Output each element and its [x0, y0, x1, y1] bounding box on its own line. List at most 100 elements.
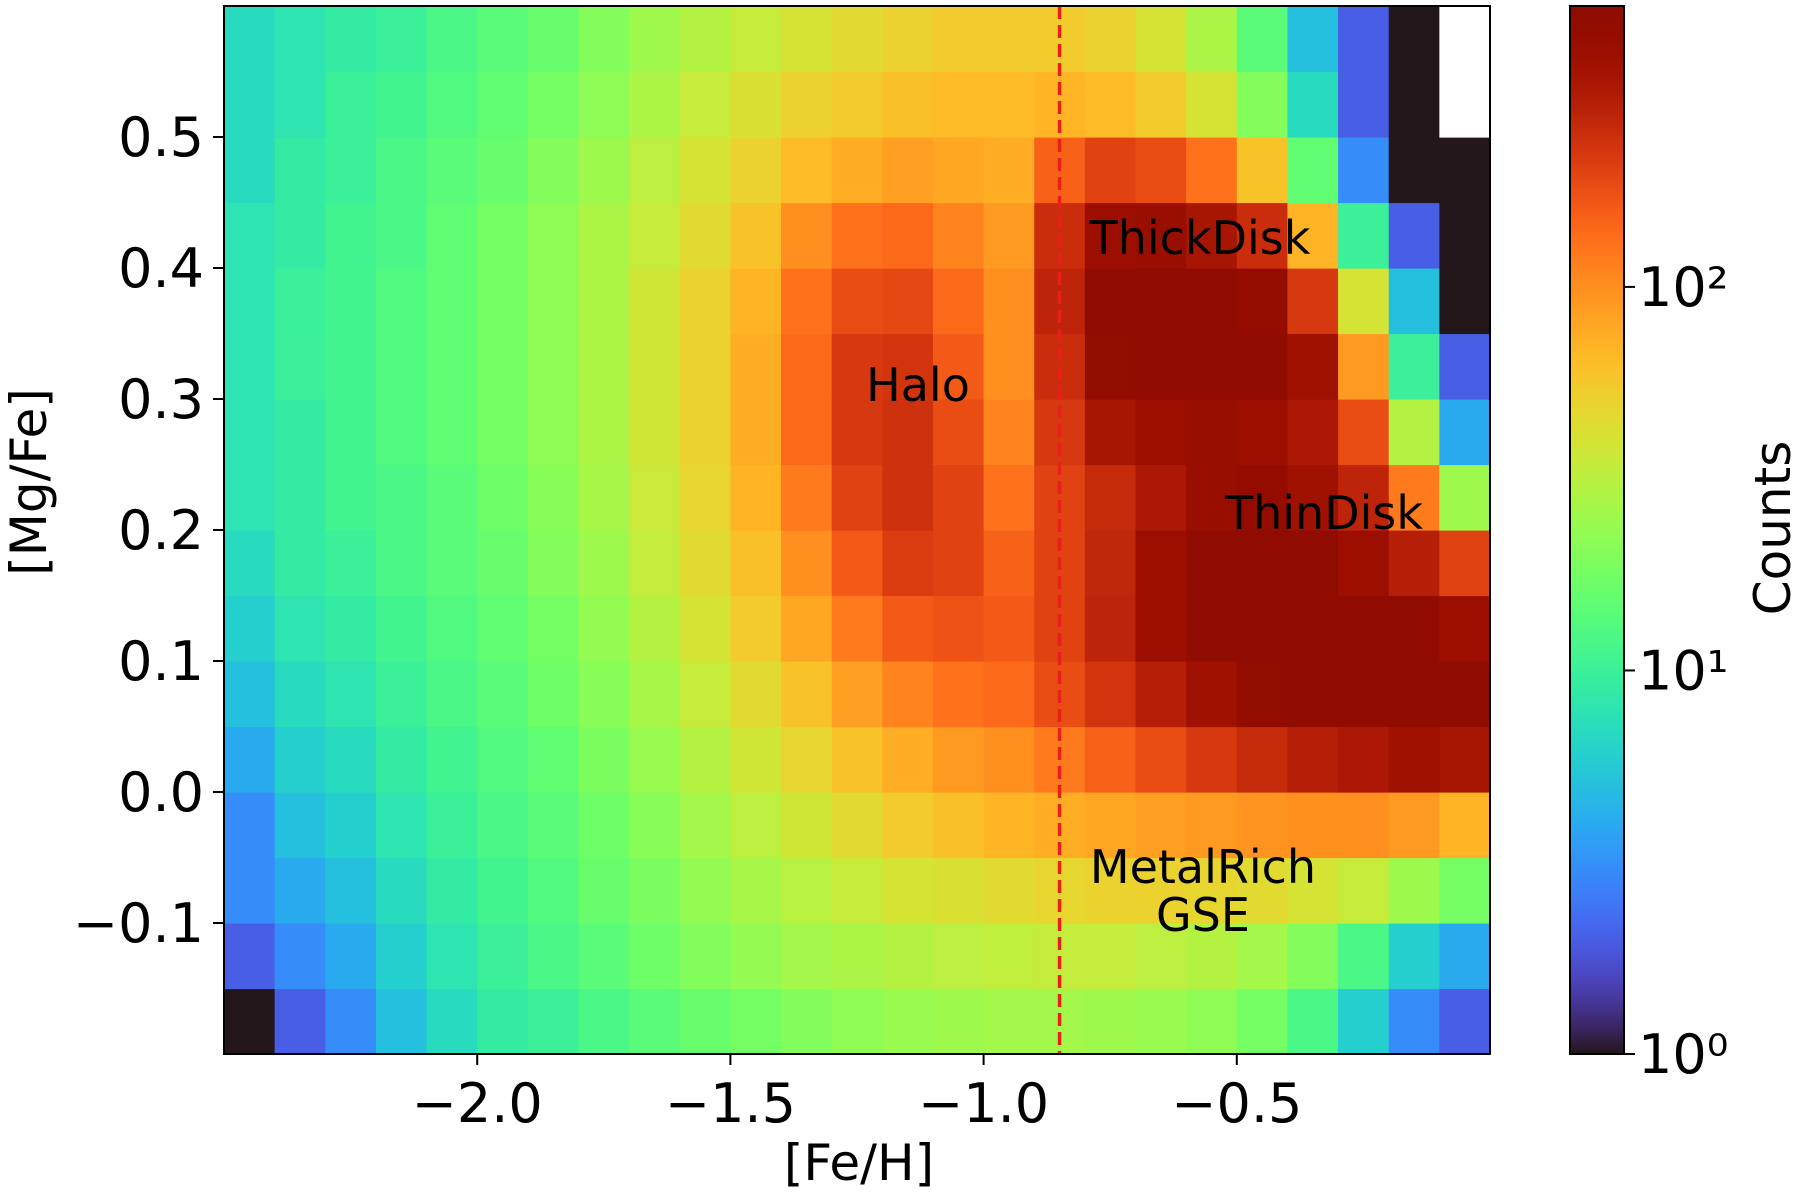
cell — [781, 661, 833, 728]
cell — [578, 530, 630, 597]
cell — [274, 792, 326, 859]
cell — [477, 923, 529, 990]
cell — [274, 399, 326, 466]
cell — [1439, 399, 1491, 466]
cell — [325, 137, 377, 204]
cell — [629, 268, 681, 335]
cell — [1236, 857, 1289, 924]
cell — [882, 137, 934, 204]
cell — [730, 268, 782, 335]
cell — [781, 71, 833, 138]
cell — [426, 923, 478, 990]
cell — [274, 464, 326, 531]
cell — [578, 661, 630, 728]
cell — [375, 399, 428, 466]
cell — [578, 333, 630, 400]
cell — [1186, 530, 1238, 597]
cell — [831, 661, 883, 728]
cell — [983, 464, 1035, 531]
cell — [527, 137, 580, 204]
cell — [730, 137, 782, 204]
cell — [781, 923, 833, 990]
cell — [983, 268, 1035, 335]
cell — [932, 202, 985, 269]
cell — [1084, 202, 1137, 269]
cell — [1439, 6, 1491, 73]
cell — [831, 792, 883, 859]
cell — [1338, 6, 1390, 73]
cell — [274, 988, 326, 1055]
cell — [1338, 530, 1390, 597]
cell — [274, 137, 326, 204]
cell — [274, 923, 326, 990]
cell — [1287, 857, 1339, 924]
cell — [1084, 399, 1137, 466]
cell — [325, 857, 377, 924]
cell — [1388, 792, 1440, 859]
cell — [629, 6, 681, 73]
cell — [1236, 661, 1289, 728]
cell — [1186, 333, 1238, 400]
cell — [1287, 202, 1339, 269]
cell — [1287, 530, 1339, 597]
cell — [1084, 333, 1137, 400]
cell — [1338, 399, 1390, 466]
cell — [882, 399, 934, 466]
cell — [1287, 6, 1339, 73]
cell — [1135, 792, 1187, 859]
cell — [679, 923, 731, 990]
colorbar-tick-label: 10¹ — [1638, 639, 1728, 702]
cell — [1135, 857, 1187, 924]
cell — [882, 464, 934, 531]
cell — [1135, 923, 1187, 990]
cell — [1135, 595, 1187, 662]
cell — [426, 792, 478, 859]
cell — [224, 988, 276, 1055]
cell — [1388, 137, 1440, 204]
cell — [1338, 661, 1390, 728]
cell — [1439, 923, 1491, 990]
cell — [1084, 988, 1137, 1055]
cell — [831, 399, 883, 466]
cell — [527, 595, 580, 662]
cell — [831, 6, 883, 73]
cell — [375, 333, 428, 400]
cell — [224, 595, 276, 662]
cell — [730, 399, 782, 466]
cell — [679, 137, 731, 204]
cell — [274, 6, 326, 73]
cell — [375, 6, 428, 73]
cell — [1439, 202, 1491, 269]
annotation: ThickDisk — [1089, 211, 1311, 265]
cell — [477, 595, 529, 662]
y-tick-label: 0.4 — [118, 237, 204, 300]
cell — [1388, 988, 1440, 1055]
cell — [629, 923, 681, 990]
cell — [1084, 595, 1137, 662]
cell — [274, 726, 326, 793]
cell — [1287, 792, 1339, 859]
cell — [882, 857, 934, 924]
cell — [477, 399, 529, 466]
cell — [1439, 137, 1491, 204]
cell — [477, 464, 529, 531]
x-tick-label: −1.5 — [665, 1072, 796, 1135]
cell — [274, 661, 326, 728]
cell — [578, 595, 630, 662]
cell — [527, 399, 580, 466]
cell — [527, 792, 580, 859]
cell — [578, 137, 630, 204]
cell — [679, 530, 731, 597]
cell — [629, 333, 681, 400]
cell — [578, 202, 630, 269]
y-axis-label: [Mg/Fe] — [0, 388, 58, 576]
cell — [1287, 333, 1339, 400]
cell — [1388, 333, 1440, 400]
y-tick-label: 0.0 — [118, 761, 204, 824]
cell — [1135, 661, 1187, 728]
cell — [983, 988, 1035, 1055]
cell — [375, 530, 428, 597]
cell — [983, 137, 1035, 204]
cell — [1439, 726, 1491, 793]
cell — [629, 857, 681, 924]
